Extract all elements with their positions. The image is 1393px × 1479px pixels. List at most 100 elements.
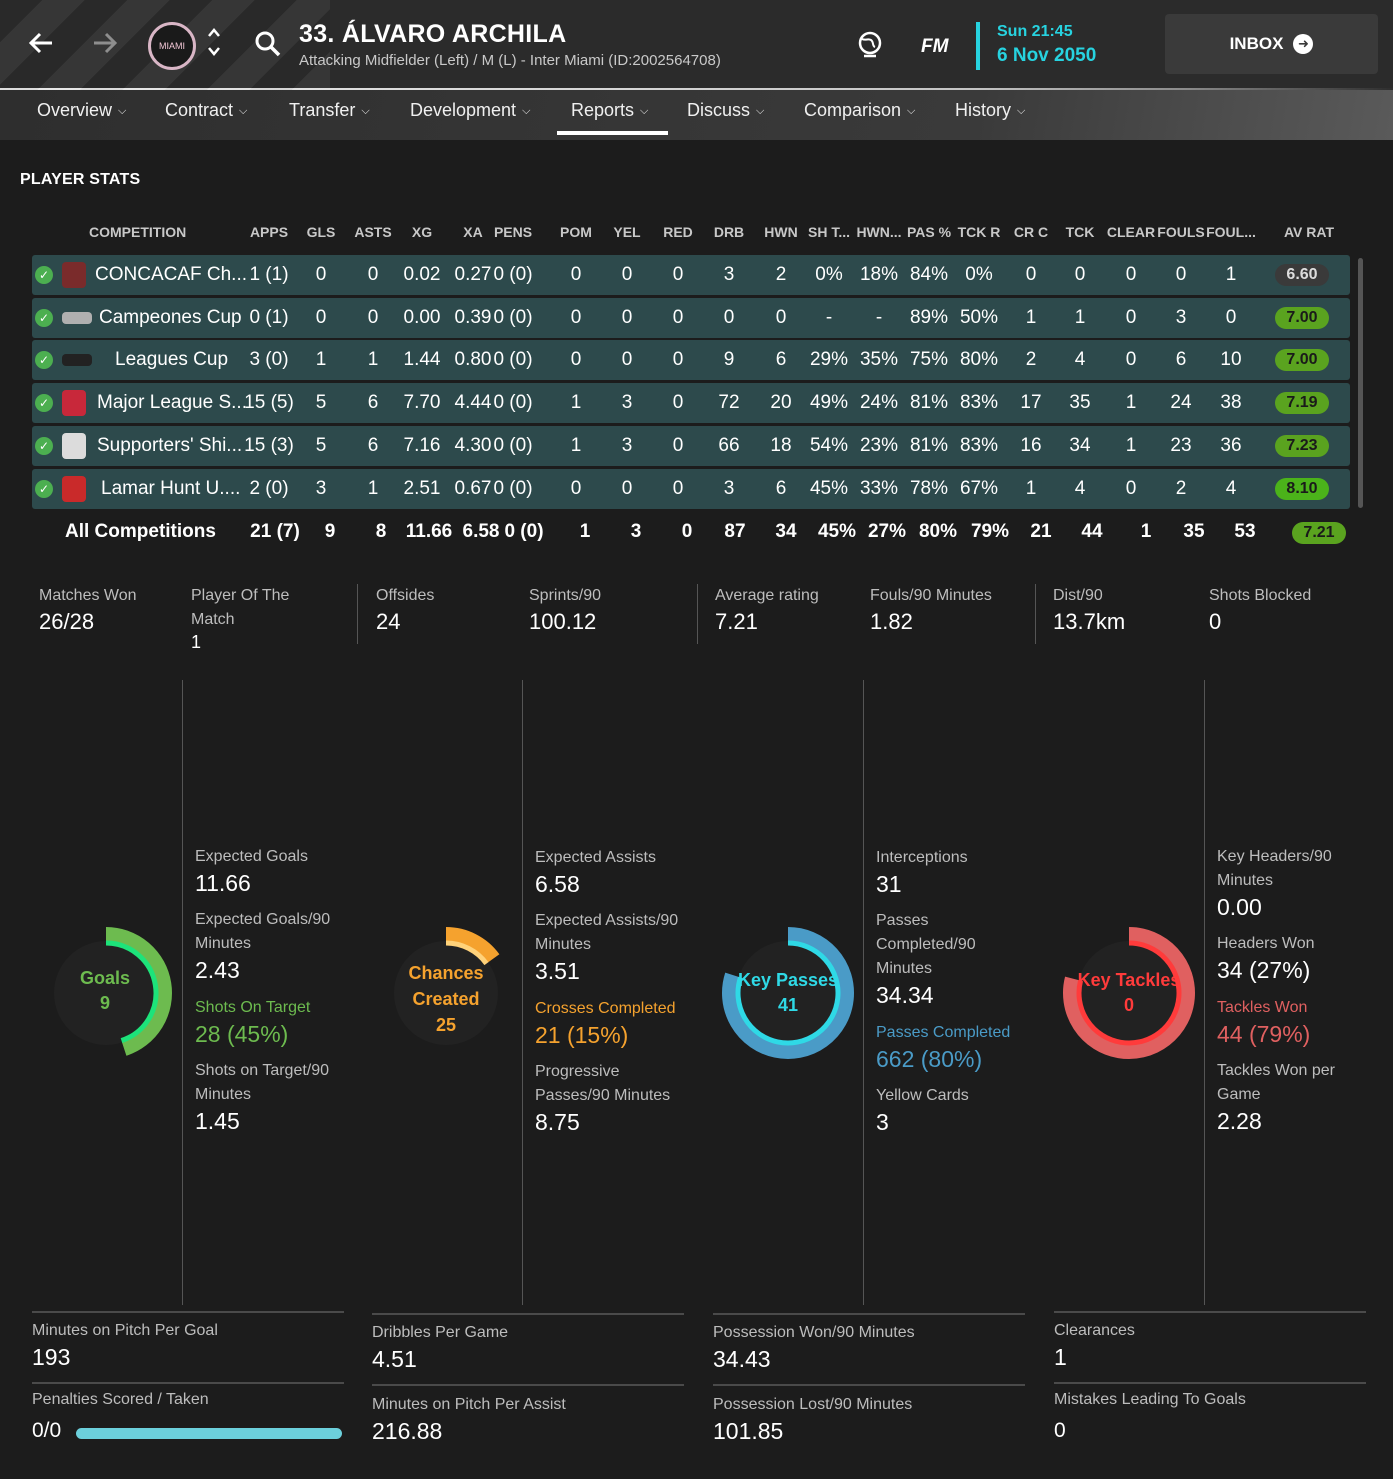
totals-cell: 79% [970,521,1010,542]
column-header[interactable]: XA [463,224,483,240]
chances-ring-chart[interactable] [378,925,514,1061]
key-tackles-ring-chart[interactable] [1061,925,1197,1061]
tab-development[interactable]: Development ⌵ [410,100,530,121]
table-cell: 0 [1125,349,1137,370]
table-cell: 0 [672,435,684,456]
column-header[interactable]: CLEAR [1106,224,1156,240]
column-header[interactable]: YEL [613,224,641,240]
date-day[interactable]: 6 Nov 2050 [997,45,1097,66]
column-header[interactable]: XG [411,224,433,240]
column-header[interactable]: CR C [1013,224,1049,240]
table-row[interactable]: ✓ Leagues Cup 3 (0) 1 1 1.44 0.80 0 (0) 0 0 0 9 6 29%… [32,340,1350,380]
table-cell: 3 [621,392,633,413]
column-header[interactable]: POM [560,224,592,240]
bottom-label: Penalties Scored / Taken [32,1391,209,1408]
tab-transfer[interactable]: Transfer ⌵ [289,100,370,121]
totals-cell: 53 [1234,521,1256,542]
column-header[interactable]: HWN [764,224,798,240]
club-crest-icon[interactable]: MIAMI [148,22,196,70]
ring-background [736,941,840,1045]
table-cell: 49% [809,392,849,413]
column-header[interactable]: TCK [1065,224,1095,240]
tab-contract[interactable]: Contract ⌵ [165,100,247,121]
totals-cell: 9 [324,521,336,542]
column-header[interactable]: APPS [249,224,289,240]
stat-value: 31 [876,871,902,897]
date-time[interactable]: Sun 21:45 [997,23,1073,40]
column-header[interactable]: GLS [306,224,336,240]
table-cell: 34 [1069,435,1091,456]
table-cell: 4.30 [454,435,492,456]
fm-logo[interactable]: FM [921,36,949,57]
table-cell: 4 [1074,478,1086,499]
tab-discuss[interactable]: Discuss ⌵ [687,100,764,121]
stat-label: Tackles Won per Game [1217,1062,1335,1103]
table-cell: 0 [315,307,327,328]
player-switch-chevrons-icon[interactable] [206,24,222,63]
column-header[interactable]: FOULS [1157,224,1205,240]
player-subtitle: Attacking Midfielder (Left) / M (L) - In… [299,52,721,69]
column-header[interactable]: ASTS [354,224,392,240]
column-header[interactable]: PENS [493,224,533,240]
table-row[interactable]: ✓ Supporters' Shi... 15 (3) 5 6 7.16 4.30 0 (0)… [32,426,1350,466]
stat-value: 3.51 [535,958,580,984]
competition-name[interactable]: Lamar Hunt U.... [101,478,241,499]
competition-name[interactable]: CONCACAF Ch... [95,264,248,285]
bottom-value: 34.43 [713,1346,771,1372]
tab-overview[interactable]: Overview ⌵ [37,100,126,121]
tab-comparison[interactable]: Comparison ⌵ [804,100,915,121]
inbox-button[interactable]: INBOX ➜ [1165,14,1378,74]
summary-label: Dist/90 [1053,587,1103,604]
table-cell: 0 [723,307,735,328]
table-scrollbar[interactable] [1358,258,1363,508]
column-header[interactable]: PAS % [906,224,952,240]
table-cell: 0 [1175,264,1187,285]
table-cell: 0 [1125,264,1137,285]
table-cell: 0 [1025,264,1037,285]
column-header[interactable]: TCK R [957,224,1001,240]
forward-arrow-icon[interactable] [90,28,120,64]
column-header[interactable]: RED [663,224,693,240]
key-tackles-ring-value: 0 [1123,995,1134,1015]
table-cell: 1 [570,392,582,413]
stat-label: Interceptions [876,849,968,866]
table-cell: 4 [1225,478,1237,499]
competition-name[interactable]: Campeones Cup [99,307,242,328]
stat-value: 34 (27%) [1217,957,1311,983]
column-header[interactable]: HWN... [856,224,902,240]
table-cell: 0 [1125,307,1137,328]
table-cell: 75% [909,349,949,370]
column-header[interactable]: AV RAT [1283,224,1335,240]
table-cell: 18% [859,264,899,285]
competition-name[interactable]: Supporters' Shi... [97,435,243,456]
table-cell: 0 [775,307,787,328]
competition-name[interactable]: Major League S... [97,392,247,413]
bottom-value: 216.88 [372,1418,443,1444]
table-cell: 1 (1) [249,264,289,285]
table-row[interactable]: ✓ CONCACAF Ch... 1 (1) 0 0 0.02 0.27 0 (0) 0 0 0 3 2… [32,255,1350,295]
goals-ring-chart[interactable] [38,925,174,1061]
table-cell: 0.27 [454,264,492,285]
summary-value: 1 [191,632,202,652]
summary-value: 1.82 [870,609,913,634]
table-row[interactable]: ✓ Campeones Cup 0 (1) 0 0 0.00 0.39 0 (0) 0 0 0 0 0 -… [32,298,1350,338]
competition-name[interactable]: Leagues Cup [115,349,229,370]
totals-cell: 34 [775,521,797,542]
stat-label: Passes Completed/90 Minutes [876,912,976,977]
tab-history[interactable]: History ⌵ [955,100,1025,121]
column-header[interactable]: DRB [713,224,745,240]
column-header[interactable]: FOUL... [1206,224,1256,240]
back-arrow-icon[interactable] [26,28,56,64]
bottom-divider [372,1384,684,1386]
column-header[interactable]: COMPETITION [89,224,187,240]
table-cell: 3 [723,264,735,285]
table-row[interactable]: ✓ Lamar Hunt U.... 2 (0) 3 1 2.51 0.67 0 (0) 0 0 0… [32,469,1350,509]
tab-reports[interactable]: Reports ⌵ [571,100,648,121]
search-icon[interactable] [254,30,282,58]
table-cell: 4.44 [454,392,492,413]
world-globe-icon[interactable] [856,30,884,58]
table-row[interactable]: ✓ Major League S... 15 (5) 5 6 7.70 4.44 0 (0) 1… [32,383,1350,423]
key-passes-ring-chart[interactable] [720,925,856,1061]
goals-arc-highlight [105,940,159,1043]
column-header[interactable]: SH T... [807,224,850,240]
